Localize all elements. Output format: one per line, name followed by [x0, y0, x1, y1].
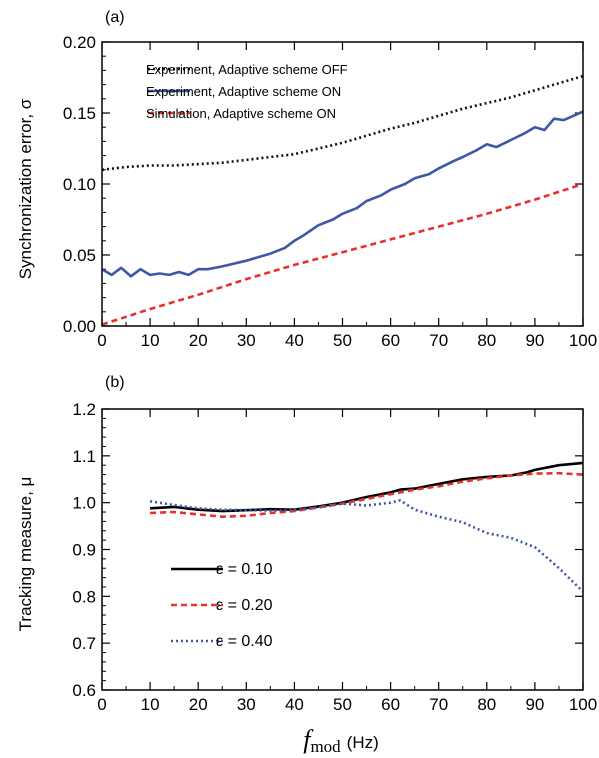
- x-axis-symbol: f: [303, 725, 314, 754]
- panel-a-x-tick-label: 90: [525, 331, 544, 350]
- panel-b-series-line-1: [150, 461, 584, 513]
- panel-b-y-tick-label: 0.7: [72, 634, 96, 653]
- panel-b-series-line-2: [150, 471, 584, 519]
- panel-a-y-tick-label: 0.15: [63, 104, 96, 123]
- panel-b-y-tick-label: 1.1: [72, 447, 96, 466]
- panel-a-series-line-1: [101, 74, 584, 172]
- panel-b-y-axis-title: Tracking measure, μ: [16, 477, 35, 632]
- panel-a-plot-area: 0 10 20 30 40 50 60 70 80 90 100 0.00 0.05 0.10 0.15 0.…: [63, 33, 597, 350]
- panel-a-x-tick-label: 80: [477, 331, 496, 350]
- panel-b-x-tick-label: 50: [333, 695, 352, 714]
- panel-b: (b) Tracking measure, μ 0 10 20 30 40 50 60 70 8…: [16, 374, 597, 756]
- panel-a-x-tick-label: 70: [429, 331, 448, 350]
- panel-b-x-axis-title: fmod (Hz): [303, 725, 379, 756]
- panel-b-y-tick-label: 0.8: [72, 587, 96, 606]
- panel-b-x-tick-label: 70: [429, 695, 448, 714]
- panel-b-y-tick-label: 0.9: [72, 541, 96, 560]
- legend-label: ε = 0.40: [216, 633, 273, 650]
- panel-b-legend: ε = 0.10 ε = 0.20 ε = 0.40: [171, 561, 273, 650]
- panel-a-label: (a): [105, 9, 125, 26]
- panel-a-y-tick-label: 0.05: [63, 246, 96, 265]
- x-axis-unit: (Hz): [347, 733, 379, 752]
- panel-b-y-tick-label: 1.2: [72, 400, 96, 419]
- panel-b-axes-frame: [101, 408, 584, 691]
- panel-b-x-tick-label: 0: [97, 695, 106, 714]
- panel-b-x-tick-label: 20: [189, 695, 208, 714]
- panel-b-x-tick-label: 80: [477, 695, 496, 714]
- legend-label: Experiment, Adaptive scheme OFF: [146, 62, 348, 77]
- panel-b-series-line-3: [149, 498, 584, 593]
- panel-b-x-tick-label: 10: [141, 695, 160, 714]
- panel-a-y-tick-label: 0.10: [63, 175, 96, 194]
- panel-a-x-tick-label: 40: [285, 331, 304, 350]
- panel-b-plot-area: 0 10 20 30 40 50 60 70 80 90 100 0.6 0.7 0.8 0.9 1.0 1.1…: [72, 400, 597, 714]
- panel-a-series-line-2: [101, 110, 584, 278]
- legend-label: Experiment, Adaptive scheme ON: [146, 84, 341, 99]
- panel-a-x-tick-label: 10: [141, 331, 160, 350]
- panel-b-x-tick-label: 40: [285, 695, 304, 714]
- panel-a: (a) Synchronization error, σ 0 10 20 30 40 50…: [16, 9, 597, 350]
- panel-a-axes-frame: [101, 41, 584, 327]
- panel-a-y-tick-label: 0.20: [63, 33, 96, 52]
- legend-label: Simulation, Adaptive scheme ON: [146, 106, 336, 121]
- panel-a-y-tick-label: 0.00: [63, 317, 96, 336]
- panel-b-y-tick-label: 1.0: [72, 494, 96, 513]
- panel-b-x-tick-label: 30: [237, 695, 256, 714]
- x-axis-subscript: mod: [310, 737, 341, 756]
- panel-b-label: (b): [105, 374, 125, 391]
- panel-a-x-tick-label: 20: [189, 331, 208, 350]
- panel-a-x-tick-label: 0: [97, 331, 106, 350]
- panel-b-x-tick-label: 90: [525, 695, 544, 714]
- legend-label: ε = 0.10: [216, 561, 273, 578]
- panel-a-legend: Experiment, Adaptive scheme OFF Experimen…: [146, 62, 348, 121]
- panel-b-y-tick-label: 0.6: [72, 681, 96, 700]
- panel-b-x-tick-label: 60: [381, 695, 400, 714]
- panel-a-x-tick-label: 30: [237, 331, 256, 350]
- panel-a-x-tick-label: 100: [569, 331, 597, 350]
- panel-a-x-tick-label: 60: [381, 331, 400, 350]
- panel-a-y-axis-title: Synchronization error, σ: [16, 98, 35, 279]
- legend-label: ε = 0.20: [216, 597, 273, 614]
- panel-b-x-tick-label: 100: [569, 695, 597, 714]
- panel-a-x-tick-label: 50: [333, 331, 352, 350]
- panel-a-series-line-3: [101, 182, 584, 326]
